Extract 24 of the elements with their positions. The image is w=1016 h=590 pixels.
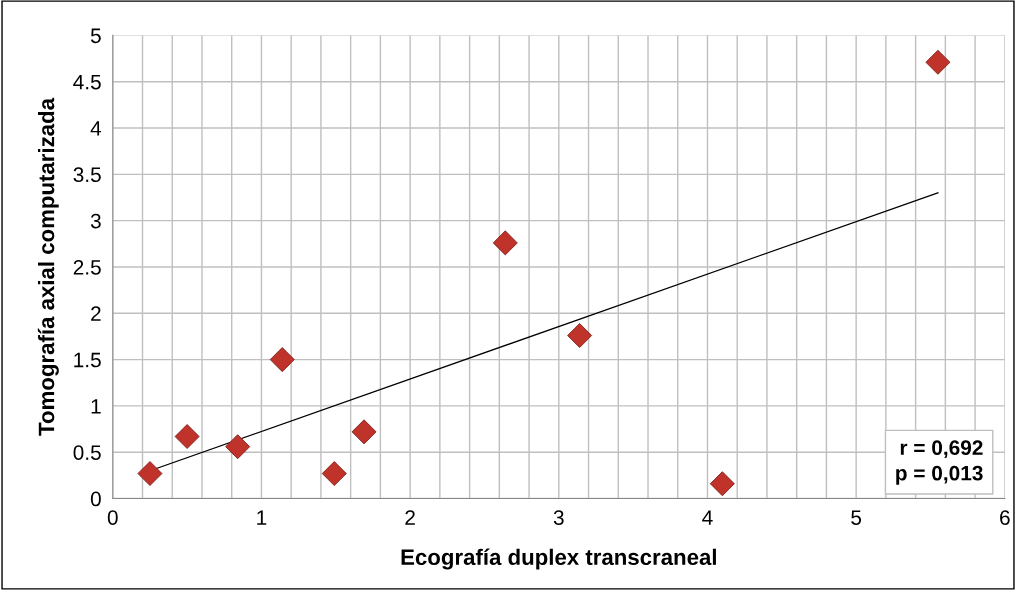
y-tick-label: 0.5 (73, 445, 101, 460)
y-tick-label: 4.5 (73, 74, 101, 90)
point (137, 461, 163, 486)
y-tick-label: 1.5 (74, 352, 101, 368)
annotation: p = 0,013 (896, 465, 983, 485)
y-tick-label: 3 (90, 213, 101, 229)
y-tick-label: 5 (90, 28, 101, 44)
x-tick-label: 5 (851, 510, 862, 525)
x-tick-label: 3 (553, 510, 564, 525)
y-tick-label: 2 (91, 306, 101, 321)
x-tick-label: 0 (107, 510, 118, 525)
y-axis-title: Tomografía axial computarizada (37, 97, 59, 436)
x-axis-title: Ecografía duplex transcraneal (401, 548, 716, 570)
y-tick-label: 3.5 (73, 167, 101, 183)
point (225, 434, 251, 460)
x-tick-label: 2 (405, 510, 415, 525)
y-tick-label: 1 (91, 399, 101, 414)
y-tick-label: 4 (90, 121, 102, 136)
x-tick-label: 6 (1000, 510, 1010, 525)
annotation: r = 0,692 (900, 440, 983, 459)
x-tick-label: 1 (257, 510, 267, 525)
y-tick-label: 0 (90, 491, 101, 507)
x-tick-label: 4 (702, 510, 713, 525)
y-tick-label: 2.5 (73, 259, 101, 275)
